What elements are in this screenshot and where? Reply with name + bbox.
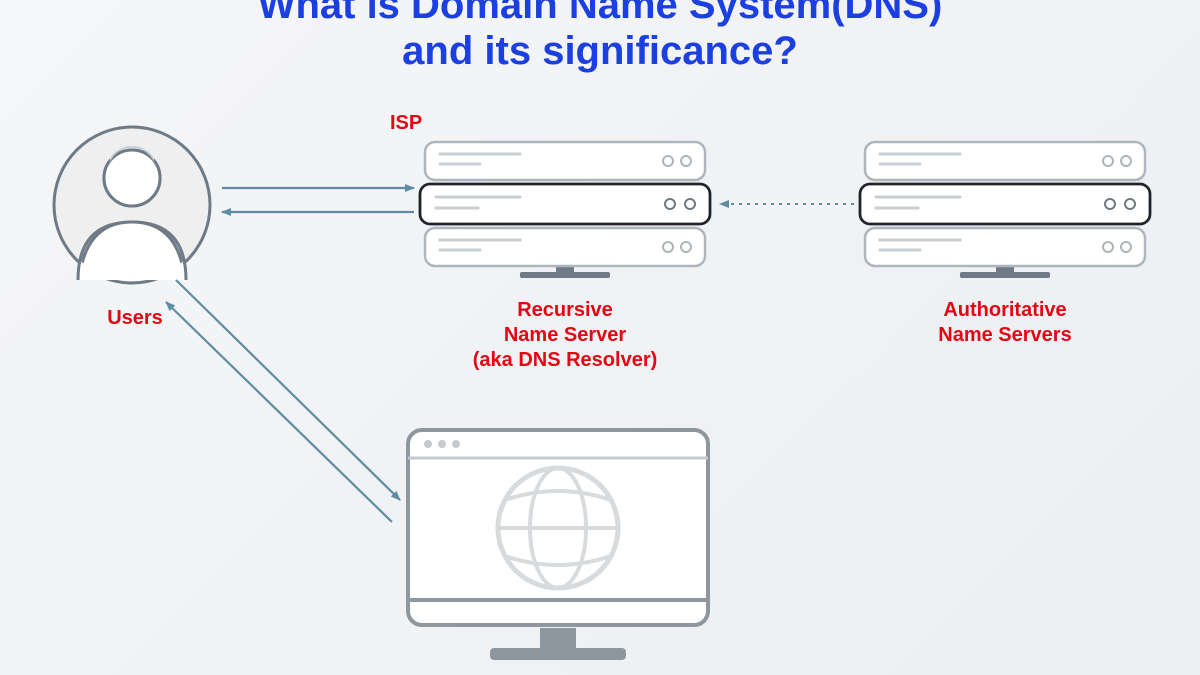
user-icon	[54, 127, 210, 300]
server-recursive-icon	[420, 142, 710, 278]
arrow-user-to-computer	[176, 280, 400, 500]
arrow-computer-to-user	[166, 302, 392, 522]
diagram-canvas	[0, 0, 1200, 675]
server-authoritative-icon	[860, 142, 1150, 278]
computer-icon	[408, 430, 708, 660]
